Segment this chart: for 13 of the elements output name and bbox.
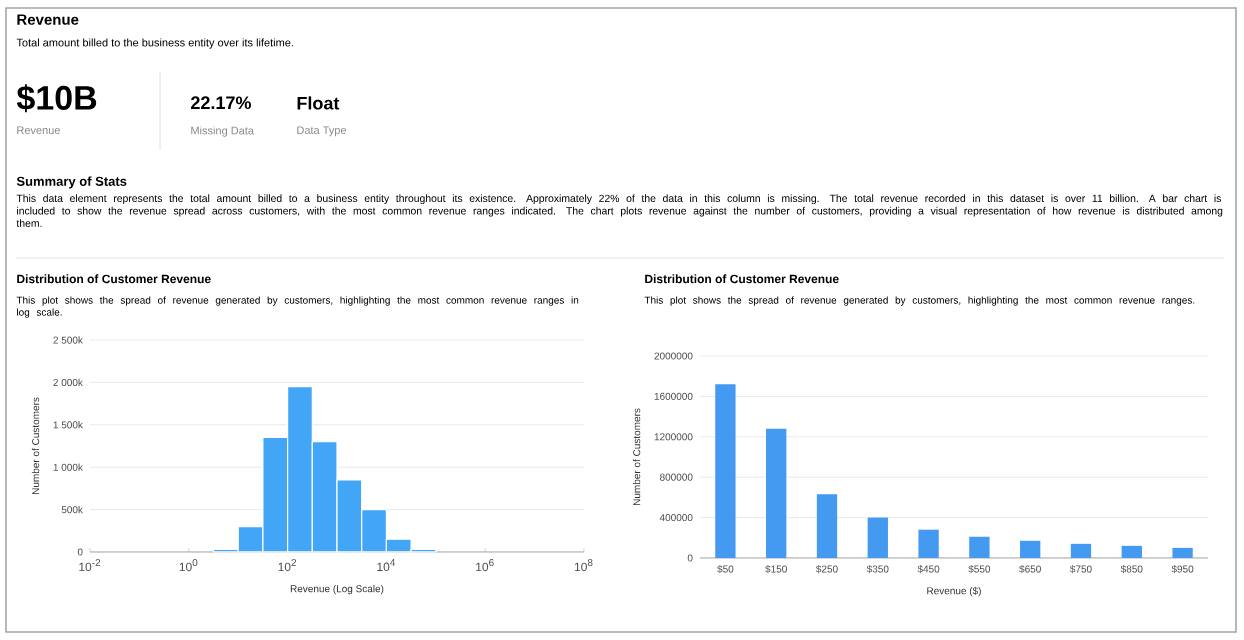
bar xyxy=(969,536,990,558)
bar xyxy=(715,384,736,558)
text: 22.17% xyxy=(191,96,251,110)
text: Float xyxy=(297,96,340,110)
bar xyxy=(1020,540,1041,558)
bar xyxy=(766,428,787,558)
bar xyxy=(816,494,838,558)
bar xyxy=(867,517,888,558)
bar xyxy=(1070,543,1092,558)
bar xyxy=(1172,547,1193,558)
bar xyxy=(1121,545,1142,558)
bar xyxy=(918,529,939,558)
text: $10B xyxy=(16,84,97,113)
